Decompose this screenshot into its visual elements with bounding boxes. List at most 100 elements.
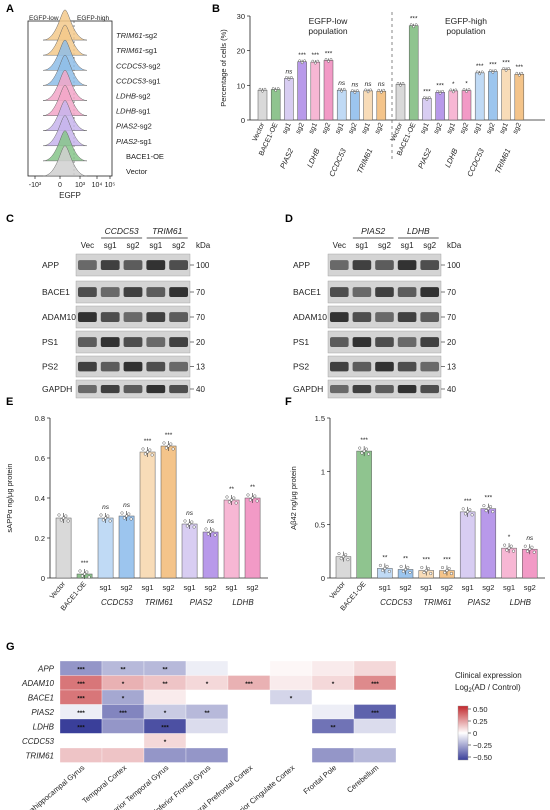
d-gene-header: PIAS2 bbox=[361, 226, 385, 236]
e-dot bbox=[104, 516, 108, 520]
b-sig-label: ns bbox=[338, 80, 346, 87]
e-dot bbox=[246, 493, 250, 497]
e-category-label: sg2 bbox=[121, 583, 133, 592]
e-category-label: sg1 bbox=[226, 583, 238, 592]
b-bar bbox=[474, 72, 485, 121]
b-dot bbox=[311, 59, 315, 63]
b-dot bbox=[356, 89, 359, 92]
c-band bbox=[78, 287, 97, 298]
e-dot bbox=[169, 442, 173, 446]
b-sig-label: *** bbox=[410, 16, 418, 23]
e-dot bbox=[85, 570, 89, 574]
d-protein-label: APP bbox=[293, 260, 310, 270]
c-band bbox=[100, 385, 120, 394]
track-label-trim61-sg2: TRIM61-sg2 bbox=[116, 31, 157, 40]
e-dot bbox=[225, 495, 229, 499]
c-kda-label: kDa bbox=[196, 241, 211, 250]
c-band bbox=[78, 312, 97, 323]
c-lane-label: sg2 bbox=[127, 241, 140, 250]
f-bar bbox=[356, 450, 372, 579]
b-gene-label: LDHB bbox=[305, 147, 322, 169]
f-dot bbox=[491, 510, 495, 514]
b-dot bbox=[515, 71, 519, 75]
c-band bbox=[146, 337, 166, 348]
b-sig-label: * bbox=[452, 81, 455, 88]
e-dot bbox=[59, 518, 63, 522]
b-dot bbox=[428, 96, 431, 99]
c-band bbox=[78, 385, 97, 394]
b-ytick-label: 20 bbox=[237, 47, 245, 56]
d-marker-label: 70 bbox=[447, 288, 456, 297]
d-band bbox=[352, 312, 372, 323]
d-lane-label: sg2 bbox=[378, 241, 391, 250]
e-sig-label: ** bbox=[250, 484, 256, 491]
f-dot bbox=[404, 567, 408, 571]
c-band bbox=[100, 361, 120, 372]
c-band bbox=[169, 361, 188, 372]
b-dot bbox=[340, 89, 344, 93]
c-protein-label: GAPDH bbox=[42, 384, 72, 394]
f-dot bbox=[360, 451, 364, 455]
e-category-label: sg1 bbox=[100, 583, 112, 592]
b-dot bbox=[313, 61, 317, 65]
g-sig-label: * bbox=[290, 695, 293, 702]
b-dot bbox=[324, 58, 328, 61]
b-dot bbox=[274, 89, 278, 92]
d-band bbox=[375, 312, 394, 323]
b-bar bbox=[257, 89, 268, 121]
e-category-label: sg1 bbox=[142, 583, 154, 592]
heatmap-cell bbox=[185, 689, 229, 705]
f-dot bbox=[526, 549, 530, 553]
e-sig-label: ns bbox=[123, 502, 131, 509]
f-sig-label: *** bbox=[443, 557, 451, 564]
b-dot bbox=[258, 87, 262, 91]
f-dot bbox=[424, 569, 428, 573]
b-group-title: EGFP-low bbox=[309, 16, 349, 26]
d-band bbox=[352, 361, 372, 372]
b-gene-label: LDHB bbox=[443, 147, 460, 169]
d-marker-label: 70 bbox=[447, 313, 456, 322]
b-group-title: population bbox=[308, 26, 348, 36]
c-marker-label: 100 bbox=[196, 261, 210, 270]
f-category-label: sg2 bbox=[400, 583, 412, 592]
heatmap-cell bbox=[185, 718, 229, 734]
b-dot bbox=[491, 71, 495, 74]
f-dot bbox=[422, 571, 426, 575]
f-dot bbox=[364, 447, 368, 451]
heatmap-cell bbox=[353, 747, 397, 763]
e-gene-label: TRIM61 bbox=[145, 598, 173, 607]
c-lane-label: sg1 bbox=[149, 241, 162, 250]
heatmap-cell bbox=[185, 747, 229, 763]
b-dot bbox=[396, 81, 400, 85]
c-protein-label: BACE1 bbox=[42, 287, 70, 297]
f-sig-label: ** bbox=[403, 555, 409, 562]
f-category-label: sg1 bbox=[420, 583, 432, 592]
heatmap-cell bbox=[311, 733, 355, 749]
e-dot bbox=[122, 516, 126, 520]
b-dot bbox=[462, 88, 466, 91]
b-sig-label: ns bbox=[351, 82, 359, 89]
d-band bbox=[375, 361, 394, 372]
e-dot bbox=[150, 453, 154, 457]
d-band bbox=[397, 312, 417, 323]
e-dot bbox=[141, 447, 145, 451]
g-sig-label: *** bbox=[77, 681, 85, 688]
heatmap-cell bbox=[59, 747, 103, 763]
e-ytick-label: 0 bbox=[41, 574, 45, 583]
b-dot bbox=[271, 87, 275, 90]
b-bar bbox=[395, 84, 406, 121]
track-label-ccdc53-sg2: CCDC53-sg2 bbox=[116, 61, 161, 70]
e-dot bbox=[148, 448, 152, 452]
d-lane-label: sg1 bbox=[355, 241, 368, 250]
g-row-label: ADAM10 bbox=[21, 679, 55, 688]
b-dot bbox=[494, 69, 497, 72]
f-sig-label: *** bbox=[422, 557, 430, 564]
f-bar bbox=[480, 508, 497, 579]
e-dot bbox=[185, 524, 189, 528]
heatmap-cell bbox=[353, 660, 397, 676]
e-sig-label: ** bbox=[229, 486, 235, 493]
e-dot bbox=[143, 452, 147, 456]
heatmap-cell bbox=[311, 660, 355, 676]
e-dot bbox=[146, 450, 150, 454]
g-sig-label: *** bbox=[371, 681, 379, 688]
